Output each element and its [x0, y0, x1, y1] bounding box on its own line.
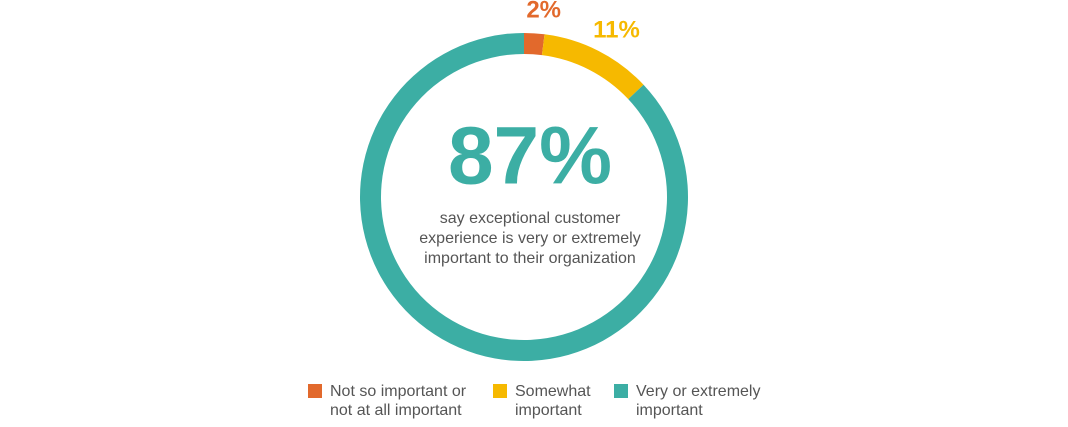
value-label: 11% — [593, 17, 640, 44]
donut-slice — [541, 34, 644, 100]
legend-label: Somewhat important — [515, 383, 591, 419]
value-label: 2% — [526, 0, 561, 24]
center-text: say exceptional customer — [440, 210, 621, 227]
legend-label: Very or extremely important — [636, 383, 761, 419]
donut-slice — [524, 33, 545, 56]
legend-item: Somewhat important — [493, 382, 593, 420]
center-text: important to their organization — [424, 250, 636, 267]
center-value: 87% — [448, 111, 612, 202]
legend: Not so important or not at all important… — [0, 382, 1068, 427]
legend-swatch — [614, 384, 628, 398]
chart: 2% 11% 87% say exceptional customer experien… — [359, 0, 688, 362]
center-text: experience is very or extremely — [419, 230, 640, 247]
legend-item: Very or extremely important — [614, 382, 774, 420]
legend-label: Not so important or not at all important — [330, 383, 467, 419]
legend-item: Not so important or not at all important — [308, 382, 478, 420]
legend-swatch — [493, 384, 507, 398]
legend-swatch — [308, 384, 322, 398]
